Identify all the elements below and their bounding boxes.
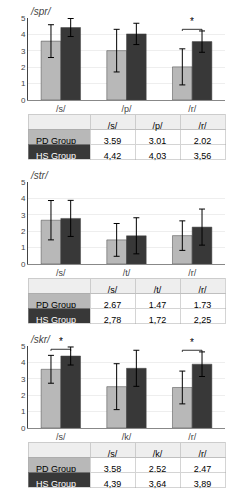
svg-text:3: 3 [21,375,26,384]
svg-text:PD Group: PD Group [36,299,76,310]
svg-text:2,02: 2,02 [193,135,212,146]
svg-text:/k/: /k/ [122,432,132,442]
svg-text:5: 5 [21,178,26,187]
svg-text:HS Group: HS Group [36,151,76,161]
svg-text:/s/: /s/ [56,268,66,278]
svg-text:2: 2 [21,391,26,400]
svg-text:3,64: 3,64 [149,479,167,489]
svg-text:4,03: 4,03 [149,151,167,161]
svg-text:/s/: /s/ [108,285,118,295]
svg-text:0: 0 [21,260,26,269]
svg-text:4: 4 [21,30,26,39]
svg-text:/k/: /k/ [153,449,163,459]
svg-text:1,73: 1,73 [193,299,212,310]
svg-text:2: 2 [21,63,26,72]
svg-text:/r/: /r/ [188,268,196,278]
svg-text:/r/: /r/ [199,285,207,295]
svg-text:1,72: 1,72 [149,315,167,325]
svg-text:*: * [190,16,194,27]
svg-text:3,89: 3,89 [194,479,212,489]
svg-text:/p/: /p/ [152,121,163,131]
svg-text:PD Group: PD Group [36,463,76,474]
svg-text:/r/: /r/ [199,121,207,131]
svg-text:*: * [59,336,63,347]
svg-text:2,52: 2,52 [148,463,167,474]
svg-text:3,59: 3,59 [103,135,122,146]
svg-text:HS Group: HS Group [36,479,76,489]
svg-text:0: 0 [21,96,26,105]
svg-text:5: 5 [21,14,26,23]
svg-text:/r/: /r/ [188,432,196,442]
svg-text:1,47: 1,47 [148,299,167,310]
svg-text:4: 4 [21,358,26,367]
svg-text:/s/: /s/ [56,432,66,442]
svg-text:/spr/: /spr/ [30,6,52,17]
svg-text:/str/: /str/ [30,170,49,181]
svg-text:HS Group: HS Group [36,315,76,325]
svg-text:/s/: /s/ [108,121,118,131]
svg-text:/skr/: /skr/ [30,334,51,345]
svg-text:2,47: 2,47 [193,463,212,474]
svg-text:3,56: 3,56 [194,151,212,161]
svg-text:*: * [190,337,194,348]
svg-text:4,39: 4,39 [104,479,122,489]
svg-text:5: 5 [21,342,26,351]
svg-text:2,78: 2,78 [104,315,122,325]
svg-text:PD Group: PD Group [36,135,76,146]
svg-text:2: 2 [21,227,26,236]
svg-text:2,67: 2,67 [103,299,122,310]
svg-text:0: 0 [21,424,26,433]
svg-text:/p/: /p/ [121,104,132,114]
svg-text:1: 1 [21,79,26,88]
svg-text:2,25: 2,25 [194,315,212,325]
svg-text:1: 1 [21,243,26,252]
svg-text:3: 3 [21,211,26,220]
svg-text:/r/: /r/ [199,449,207,459]
svg-text:3: 3 [21,47,26,56]
svg-text:/t/: /t/ [123,268,131,278]
svg-text:/t/: /t/ [154,285,162,295]
svg-text:4: 4 [21,194,26,203]
svg-text:/s/: /s/ [108,449,118,459]
svg-text:3,58: 3,58 [103,463,122,474]
svg-text:/r/: /r/ [188,104,196,114]
svg-text:4,42: 4,42 [104,151,122,161]
svg-text:/s/: /s/ [56,104,66,114]
svg-text:3,01: 3,01 [148,135,167,146]
svg-text:1: 1 [21,407,26,416]
